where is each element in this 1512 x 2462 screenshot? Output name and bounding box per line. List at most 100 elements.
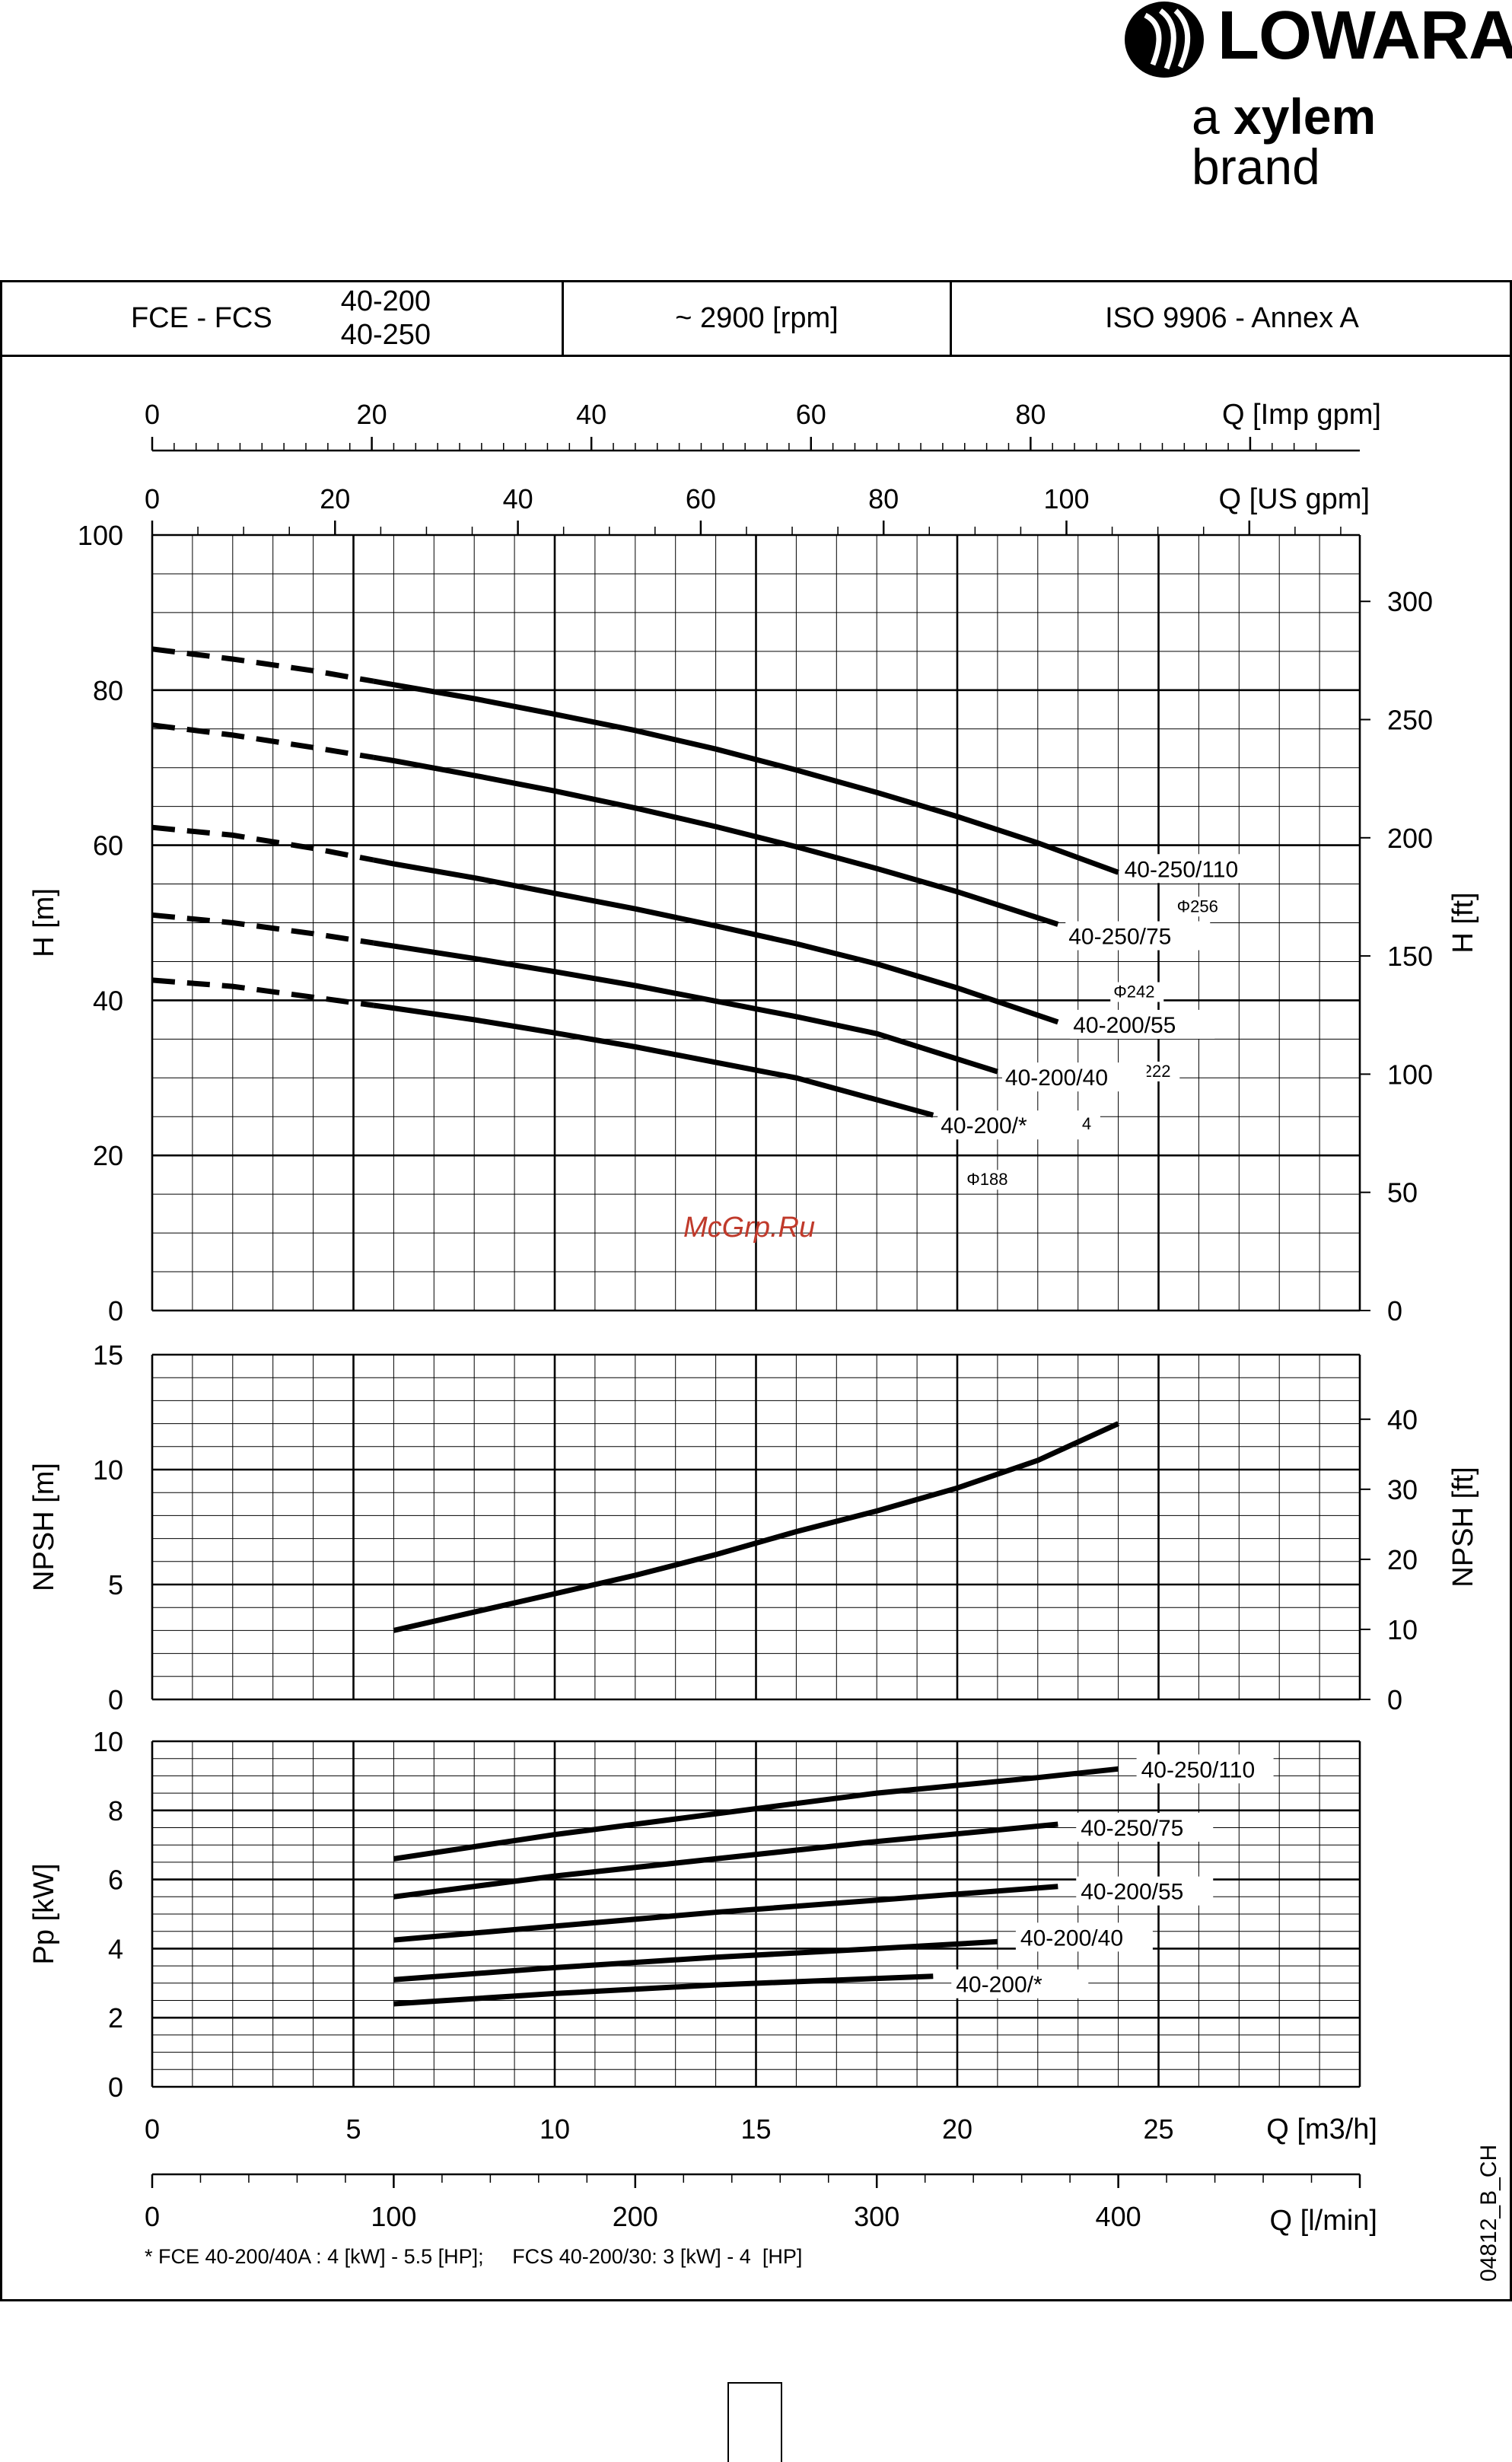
y-right-tick-label: 300 [1387,586,1433,617]
watermark: McGrp.Ru [683,1212,816,1244]
bottom-tick-label: 0 [145,2201,160,2232]
y-tick-label: 20 [93,1140,123,1171]
y-right-tick-label: 200 [1387,823,1433,854]
x-tick-label: 0 [145,2113,160,2145]
y-right-tick-label: 20 [1387,1544,1418,1575]
x-tick-label: 10 [540,2113,570,2145]
top-axis-label: Q [Imp gpm] [1222,399,1381,431]
y-tick-label: 2 [108,2002,123,2034]
bottom-axis-label: Q [l/min] [1270,2205,1377,2237]
y-axis-label: H [m] [28,888,60,957]
top-tick-label: 100 [1043,483,1089,514]
head-curve-extrapolated [151,977,374,1008]
power-curve [393,1766,1119,1862]
y-tick-label: 0 [108,1295,123,1327]
bottom-tick-label: 200 [613,2201,658,2232]
y-right-tick-label: 10 [1387,1614,1418,1645]
y-tick-label: 100 [78,520,123,551]
model-name: FCE - FCS [130,301,272,334]
diameter-label-bg [963,1170,1017,1190]
header-divider [0,355,1512,357]
y-right-tick-label: 0 [1387,1684,1402,1715]
head-curve [373,940,998,1075]
curve-label: 40-250/110 [1141,1757,1256,1782]
y-right-tick-label: 50 [1387,1177,1418,1209]
top-axis-label: Q [US gpm] [1219,483,1370,515]
diameter-label: Φ242 [1113,983,1154,1002]
diameter-label-bg [1110,982,1164,1002]
label-layer: 40-250/110Φ25640-250/75Φ24240-200/55Φ222… [937,854,1274,1999]
curve-label: 40-200/40 [1005,1065,1108,1091]
y-tick-label: 40 [93,985,123,1016]
footnote: * FCE 40-200/40A : 4 [kW] - 5.5 [HP]; FC… [145,2245,803,2268]
header-standard-cell: ISO 9906 - Annex A [952,280,1512,356]
curve-label-bg [1015,1922,1153,1952]
head-curve [373,857,1059,1025]
curve-label: 40-200/55 [1081,1880,1183,1905]
model-size: 40-200 [340,285,431,317]
bottom-tick-label: 300 [854,2201,899,2232]
curve-label: 40-250/75 [1081,1816,1183,1841]
curve-layer [151,646,1120,2007]
curve-label-bg [1070,1009,1215,1039]
chart-frame [0,280,1512,2301]
y-right-tick-label: 150 [1387,941,1433,972]
top-tick-label: 80 [1015,399,1046,430]
curve-label-bg [1136,1754,1274,1784]
x-tick-label: 5 [345,2113,361,2145]
y-right-tick-label: 250 [1387,705,1433,736]
diameter-label: Φ188 [966,1170,1007,1189]
head-curve [373,754,1059,927]
y-tick-label: 0 [108,1684,123,1715]
curve-label: 40-250/110 [1125,857,1239,882]
curve-label-bg [1076,1876,1214,1906]
head-curve [373,1002,934,1118]
curve-label: 40-200/* [956,1973,1042,1998]
x-tick-label: 20 [942,2113,972,2145]
bottom-tick-label: 100 [371,2201,416,2232]
curve-label: 40-200/* [941,1113,1027,1139]
y-tick-label: 0 [108,2072,123,2103]
y-right-tick-label: 30 [1387,1474,1418,1505]
curve-label: 40-250/75 [1068,925,1171,950]
header-divider [950,280,952,356]
y-right-tick-label: 40 [1387,1404,1418,1435]
top-tick-label: 20 [357,399,387,430]
y-tick-label: 4 [108,1933,123,1964]
curve-label-bg [1121,854,1266,884]
standard-label: ISO 9906 - Annex A [1105,301,1359,334]
head-curve-extrapolated [151,912,374,946]
power-curve [393,1938,998,1983]
top-tick-label: 60 [686,483,716,514]
top-tick-label: 40 [503,483,533,514]
head-curve-extrapolated [151,824,374,863]
y-tick-label: 10 [93,1454,123,1486]
head-curve-extrapolated [151,722,374,760]
x-tick-label: 15 [740,2113,771,2145]
top-tick-label: 0 [145,483,160,514]
speed-label: ~ 2900 [rpm] [675,301,839,334]
y-tick-label: 6 [108,1865,123,1896]
page-tab [727,2382,782,2462]
y-tick-label: 5 [108,1569,123,1600]
curve-label-bg [1065,921,1211,951]
top-tick-label: 0 [145,399,160,430]
header-model-cell: FCE - FCS 40-200 40-250 [0,280,562,356]
brand-tagline: a xylem brand [1192,88,1377,195]
header-divider [562,280,564,356]
head-curve-extrapolated [151,646,374,684]
power-curve [393,1884,1058,1943]
y-right-axis-label: H [ft] [1447,892,1479,953]
curve-label-bg [1001,1062,1147,1092]
curve-label: 40-200/55 [1073,1013,1176,1038]
curve-label: 40-200/40 [1020,1925,1123,1951]
power-curve [393,1821,1058,1900]
y-tick-label: 15 [93,1339,123,1371]
model-sizes: 40-200 40-250 [341,285,431,352]
curve-label-bg [937,1110,1083,1140]
curve-label-bg [1076,1812,1214,1842]
x-axis-label: Q [m3/h] [1266,2113,1377,2145]
header-speed-cell: ~ 2900 [rpm] [564,280,950,356]
